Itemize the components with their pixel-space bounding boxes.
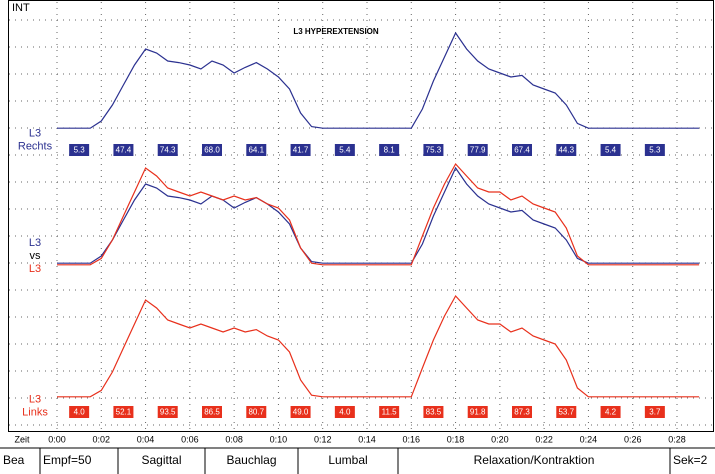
segment-label: 83.5 bbox=[426, 408, 442, 417]
segment-label: 5.3 bbox=[649, 146, 661, 155]
status-cell: Empf=50 bbox=[43, 453, 92, 467]
segment-label: 4.0 bbox=[339, 408, 351, 417]
segment-label: 5.4 bbox=[339, 146, 351, 155]
x-tick-label: 0:26 bbox=[624, 434, 642, 444]
segment-box bbox=[423, 144, 444, 156]
segment-box bbox=[290, 144, 311, 156]
segment-box bbox=[423, 406, 444, 418]
x-tick-label: 0:06 bbox=[181, 434, 199, 444]
status-cell: Bea bbox=[3, 453, 25, 467]
segment-label: 53.7 bbox=[558, 408, 574, 417]
segment-label: 5.3 bbox=[74, 146, 86, 155]
panel-label: L3 bbox=[29, 263, 41, 275]
segment-label: 44.3 bbox=[558, 146, 574, 155]
segment-label: 68.0 bbox=[204, 146, 220, 155]
status-cell: Bauchlag bbox=[226, 453, 276, 467]
segment-label: 77.9 bbox=[470, 146, 486, 155]
segment-box bbox=[246, 144, 267, 156]
segment-box bbox=[157, 406, 178, 418]
status-cell: Sagittal bbox=[141, 453, 181, 467]
x-tick-label: 0:12 bbox=[314, 434, 332, 444]
segment-box bbox=[467, 144, 488, 156]
segment-box bbox=[202, 406, 222, 418]
segment-box bbox=[556, 406, 577, 418]
segment-label: 67.4 bbox=[514, 146, 530, 155]
x-tick-label: 0:16 bbox=[403, 434, 421, 444]
segment-label: 8.1 bbox=[384, 146, 396, 155]
segment-label: 4.0 bbox=[74, 408, 86, 417]
segment-label: 87.3 bbox=[514, 408, 530, 417]
segment-label: 4.2 bbox=[605, 408, 617, 417]
x-tick-label: 0:24 bbox=[580, 434, 598, 444]
segment-box bbox=[556, 144, 577, 156]
segment-box bbox=[644, 406, 665, 418]
segment-label: 93.5 bbox=[160, 408, 176, 417]
segment-box bbox=[600, 406, 621, 418]
segment-box bbox=[379, 406, 400, 418]
status-cell: Sek=2 bbox=[673, 453, 708, 467]
status-cell: Lumbal bbox=[328, 453, 367, 467]
x-tick-label: 0:08 bbox=[225, 434, 243, 444]
segment-label: 75.3 bbox=[426, 146, 442, 155]
segment-label: 52.1 bbox=[116, 408, 132, 417]
x-tick-label: 0:20 bbox=[491, 434, 509, 444]
segment-box bbox=[113, 406, 134, 418]
segment-label: 64.1 bbox=[248, 146, 264, 155]
segment-box bbox=[246, 406, 267, 418]
signal-line bbox=[57, 294, 700, 398]
x-tick-label: 0:02 bbox=[93, 434, 111, 444]
segment-label: 3.7 bbox=[649, 408, 661, 417]
segment-label: 41.7 bbox=[293, 146, 309, 155]
signal-line bbox=[57, 166, 700, 264]
segment-label: 74.3 bbox=[160, 146, 176, 155]
x-tick-label: 0:18 bbox=[447, 434, 465, 444]
signal-line bbox=[57, 31, 700, 129]
segment-label: 80.7 bbox=[248, 408, 264, 417]
segment-box bbox=[512, 406, 532, 418]
segment-box bbox=[334, 406, 355, 418]
segment-box bbox=[467, 406, 488, 418]
segment-box bbox=[157, 144, 178, 156]
segment-label: 49.0 bbox=[293, 408, 309, 417]
segment-label: 91.8 bbox=[470, 408, 486, 417]
x-tick-label: 0:28 bbox=[668, 434, 686, 444]
segment-box bbox=[644, 144, 665, 156]
plot-frame bbox=[8, 0, 714, 432]
segment-box bbox=[600, 144, 621, 156]
chart-title: L3 HYPEREXTENSION bbox=[293, 27, 379, 36]
segment-box bbox=[202, 144, 222, 156]
panel-label: Rechts bbox=[18, 140, 53, 152]
segment-box bbox=[290, 406, 311, 418]
signal-line bbox=[57, 162, 700, 266]
segment-box bbox=[69, 406, 90, 418]
segment-box bbox=[113, 144, 134, 156]
x-tick-label: 0:14 bbox=[358, 434, 376, 444]
status-cell: Relaxation/Kontraktion bbox=[474, 453, 595, 467]
panel-label: L3 bbox=[29, 237, 41, 249]
panel-label: L3 bbox=[29, 127, 41, 139]
corner-label: INT bbox=[12, 2, 30, 14]
panel-label: L3 bbox=[29, 393, 41, 405]
segment-box bbox=[69, 144, 90, 156]
x-tick-label: 0:00 bbox=[48, 434, 66, 444]
segment-box bbox=[334, 144, 355, 156]
x-tick-label: 0:22 bbox=[535, 434, 553, 444]
panel-label: vs bbox=[30, 250, 42, 262]
x-tick-label: 0:04 bbox=[137, 434, 155, 444]
time-label: Zeit bbox=[14, 434, 30, 444]
segment-box bbox=[379, 144, 400, 156]
x-tick-label: 0:10 bbox=[270, 434, 288, 444]
segment-label: 5.4 bbox=[605, 146, 617, 155]
segment-label: 11.5 bbox=[382, 408, 398, 417]
segment-label: 86.5 bbox=[204, 408, 220, 417]
segment-box bbox=[512, 144, 532, 156]
segment-label: 47.4 bbox=[116, 146, 132, 155]
panel-label: Links bbox=[22, 406, 48, 418]
